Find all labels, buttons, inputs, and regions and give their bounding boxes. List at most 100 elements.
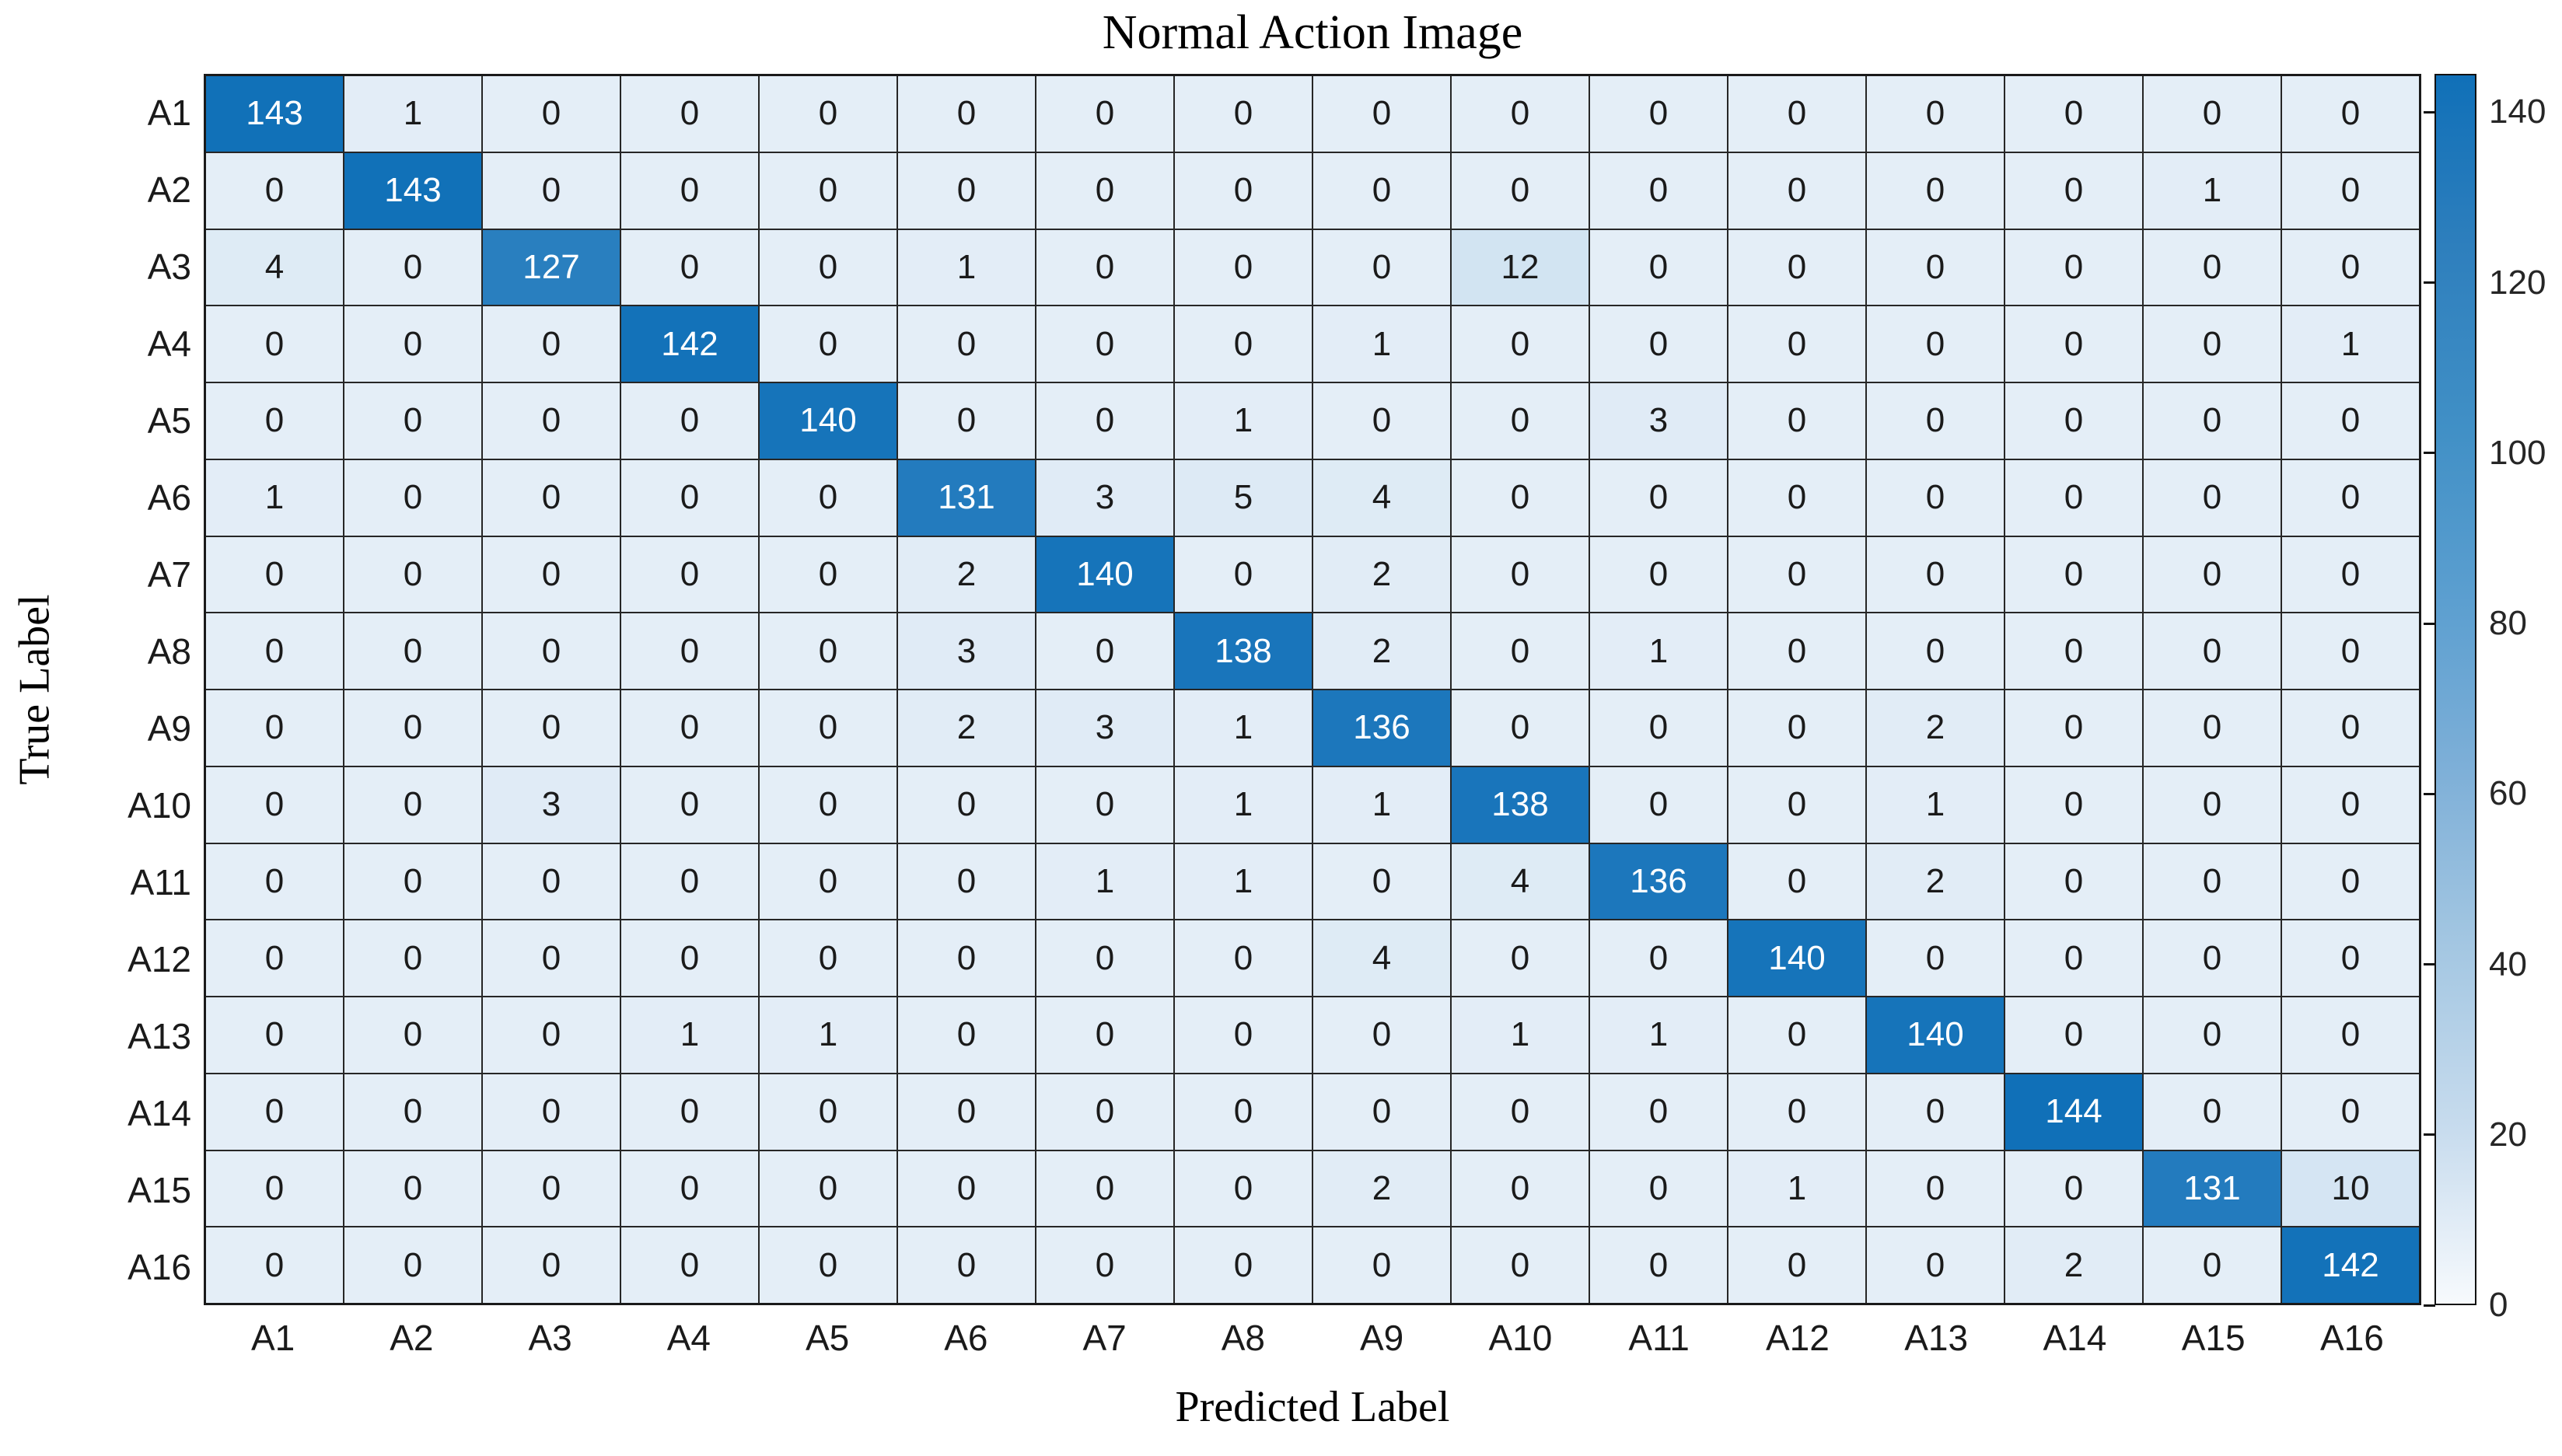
heatmap-cell: 0 (2005, 690, 2142, 766)
y-tick-label: A10 (128, 784, 191, 826)
heatmap-cell: 0 (2144, 766, 2281, 843)
heatmap-cell: 0 (483, 1150, 620, 1227)
heatmap-cell: 0 (1867, 152, 2004, 229)
heatmap-cell: 3 (483, 766, 620, 843)
heatmap-cell: 0 (1867, 613, 2004, 689)
heatmap-cell: 0 (1175, 76, 1312, 152)
heatmap-cell: 2 (1867, 690, 2004, 766)
heatmap-cell: 0 (2005, 459, 2142, 536)
heatmap-cell: 0 (621, 536, 758, 613)
heatmap-cell: 140 (1867, 997, 2004, 1073)
heatmap-cell: 0 (1867, 229, 2004, 306)
heatmap-cell: 0 (1452, 1074, 1589, 1150)
heatmap-cell: 0 (483, 843, 620, 920)
heatmap-cell: 4 (1313, 459, 1450, 536)
heatmap-cell: 1 (1590, 997, 1727, 1073)
heatmap-cell: 0 (1728, 843, 1865, 920)
heatmap-cell: 0 (898, 1227, 1035, 1303)
heatmap-cell: 1 (344, 76, 481, 152)
heatmap-cell: 1 (1175, 383, 1312, 459)
y-tick-label: A2 (147, 169, 191, 210)
heatmap-cell: 0 (2282, 229, 2419, 306)
heatmap-cell: 0 (1036, 76, 1173, 152)
heatmap-cell: 0 (1313, 1227, 1450, 1303)
y-tick-label: A6 (147, 477, 191, 518)
x-tick-label: A16 (2319, 1318, 2384, 1358)
heatmap-cell: 0 (483, 1074, 620, 1150)
heatmap-cell: 0 (1036, 920, 1173, 996)
heatmap-cell: 0 (898, 383, 1035, 459)
heatmap-cell: 0 (2282, 843, 2419, 920)
heatmap-cell: 0 (2005, 1150, 2142, 1227)
x-tick-label: A5 (805, 1318, 850, 1358)
heatmap-cell: 0 (1452, 920, 1589, 996)
heatmap-cell: 0 (344, 920, 481, 996)
heatmap-cell: 138 (1452, 766, 1589, 843)
heatmap-cell: 0 (483, 536, 620, 613)
heatmap-cell: 0 (206, 843, 343, 920)
heatmap-cell: 0 (760, 536, 897, 613)
heatmap-cell: 1 (1175, 766, 1312, 843)
heatmap-cell: 1 (760, 997, 897, 1073)
heatmap-cell: 0 (1728, 76, 1865, 152)
heatmap-cell: 0 (1590, 306, 1727, 382)
heatmap-cell: 0 (2282, 459, 2419, 536)
heatmap-cell: 0 (1728, 766, 1865, 843)
heatmap-cell: 0 (1175, 920, 1312, 996)
heatmap-cell: 0 (206, 152, 343, 229)
heatmap-cell: 0 (1036, 383, 1173, 459)
colorbar-tick (2424, 963, 2435, 966)
heatmap-cell: 1 (1036, 843, 1173, 920)
heatmap-cell: 0 (1867, 536, 2004, 613)
heatmap-cell: 0 (2282, 997, 2419, 1073)
y-tick-label: A13 (128, 1015, 191, 1056)
y-tick-label: A12 (128, 938, 191, 979)
heatmap-cell: 0 (1452, 1227, 1589, 1303)
heatmap-cell: 0 (344, 536, 481, 613)
heatmap-cell: 0 (621, 152, 758, 229)
heatmap-cell: 0 (1590, 459, 1727, 536)
heatmap-cell: 0 (1452, 383, 1589, 459)
heatmap-cell: 136 (1313, 690, 1450, 766)
heatmap-cell: 0 (2144, 843, 2281, 920)
colorbar-tick-label: 120 (2489, 263, 2546, 302)
heatmap-cell: 0 (1590, 920, 1727, 996)
x-tick-label: A10 (1488, 1318, 1553, 1358)
colorbar-tick (2424, 622, 2435, 625)
heatmap-cell: 0 (1452, 536, 1589, 613)
heatmap-cell: 0 (898, 76, 1035, 152)
heatmap-cell: 2 (898, 690, 1035, 766)
heatmap-cell: 0 (1590, 690, 1727, 766)
heatmap-cell: 0 (344, 690, 481, 766)
heatmap-cell: 0 (1175, 1227, 1312, 1303)
heatmap-cell: 1 (2144, 152, 2281, 229)
heatmap-cell: 0 (483, 613, 620, 689)
heatmap-cell: 0 (344, 306, 481, 382)
heatmap-cell: 0 (2005, 920, 2142, 996)
x-tick-label: A3 (528, 1318, 572, 1358)
heatmap-cell: 0 (206, 383, 343, 459)
heatmap-cell: 0 (344, 997, 481, 1073)
heatmap-cell: 0 (206, 306, 343, 382)
heatmap-cell: 0 (1313, 152, 1450, 229)
heatmap-cell: 0 (621, 1074, 758, 1150)
heatmap-cell: 0 (1313, 383, 1450, 459)
heatmap-cell: 0 (1867, 1227, 2004, 1303)
heatmap-cell: 0 (344, 229, 481, 306)
heatmap-cell: 136 (1590, 843, 1727, 920)
heatmap-cell: 0 (2282, 613, 2419, 689)
heatmap-cell: 0 (760, 690, 897, 766)
heatmap-cell: 2 (1313, 613, 1450, 689)
heatmap-cell: 0 (760, 152, 897, 229)
heatmap-cell: 0 (1175, 306, 1312, 382)
heatmap-cell: 0 (344, 843, 481, 920)
heatmap-cell: 0 (2144, 229, 2281, 306)
heatmap-cell: 0 (898, 920, 1035, 996)
heatmap-cell: 0 (621, 613, 758, 689)
heatmap-cell: 0 (344, 1150, 481, 1227)
colorbar-tick (2424, 792, 2435, 795)
heatmap-cell: 0 (206, 690, 343, 766)
heatmap-cell: 0 (344, 766, 481, 843)
y-axis-title: True Label (11, 594, 59, 785)
y-tick-label: A14 (128, 1092, 191, 1133)
